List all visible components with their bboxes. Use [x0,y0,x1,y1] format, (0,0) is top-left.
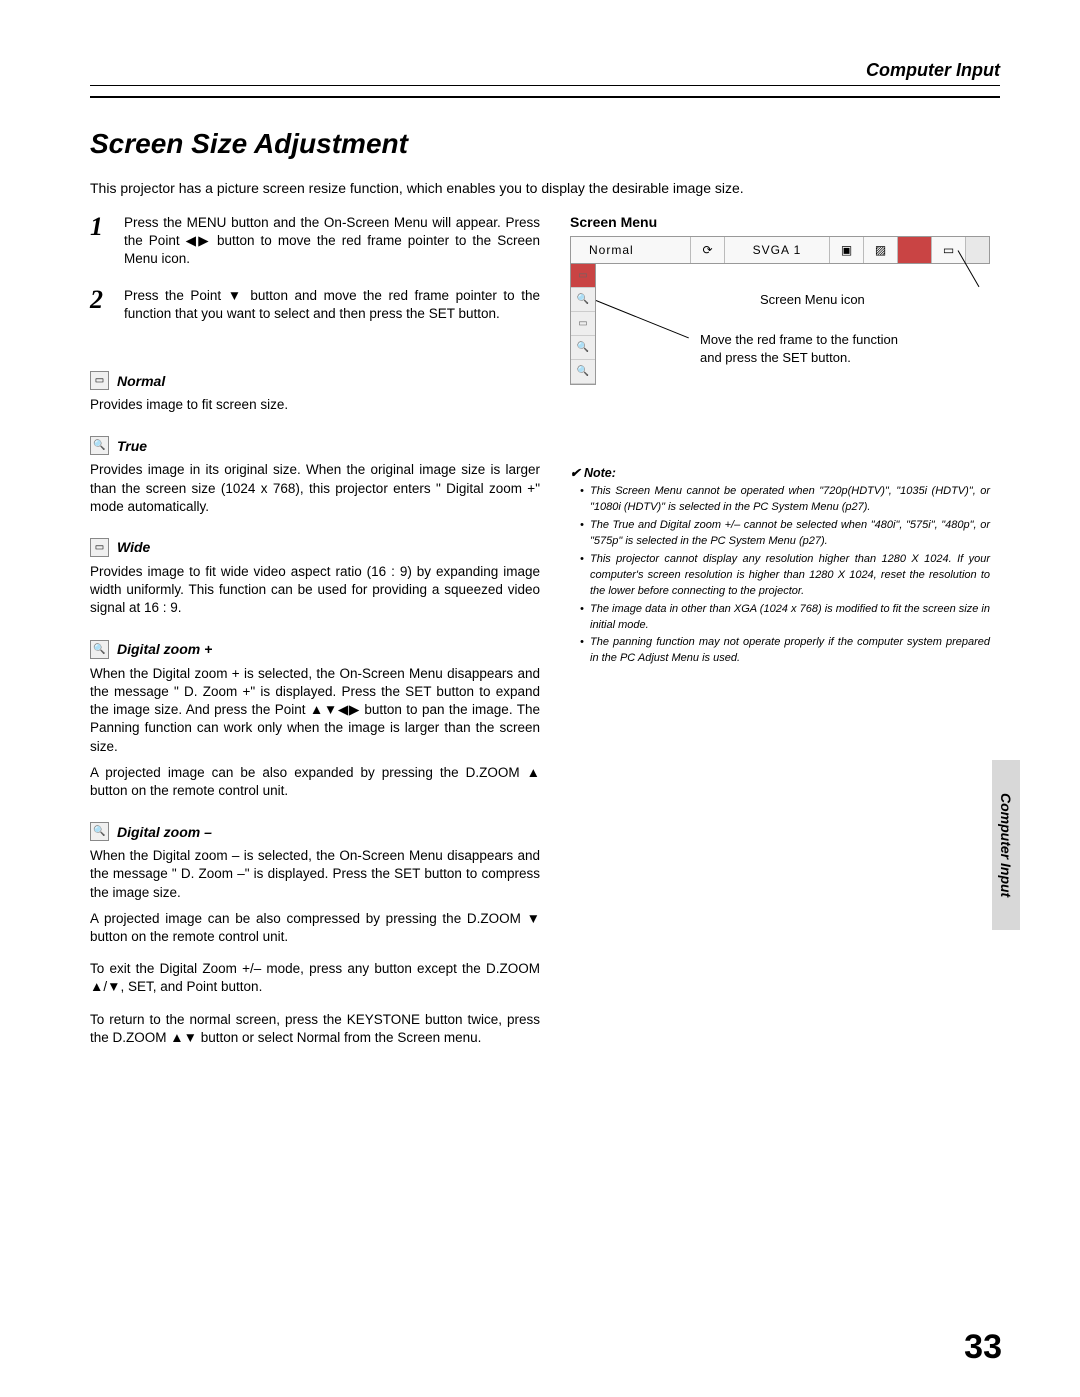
menu-svga: SVGA 1 [725,237,830,263]
normal-icon: ▭ [90,371,109,390]
zoom-plus-icon: 🔍 [90,640,109,659]
note-item: This projector cannot display any resolu… [580,552,990,600]
option-paragraph: To return to the normal screen, press th… [90,1011,540,1047]
annot-text: Move the red frame to the function and p… [700,331,900,366]
rule-top [90,85,1000,86]
option-normal: ▭ Normal Provides image to fit screen si… [90,371,540,414]
note-block: Note: This Screen Menu cannot be operate… [570,465,990,667]
screen-menu-title: Screen Menu [570,214,990,230]
sidebar-icon: ▭ [571,264,595,288]
screen-menu-box: Normal ⟳ SVGA 1 ▣ ▨ ▭ ▭ 🔍 ▭ 🔍 🔍 Screen M… [570,236,990,385]
option-body: Provides image to fit screen size. [90,396,540,414]
step-text: Press the MENU button and the On-Screen … [124,214,540,269]
option-zoom-minus: 🔍 Digital zoom – When the Digital zoom –… [90,822,540,1047]
option-title: Digital zoom – [117,824,212,840]
wide-icon: ▭ [90,538,109,557]
sidebar-icon: 🔍 [571,360,595,384]
rule-mid [90,96,1000,98]
option-paragraph: A projected image can be also compressed… [90,910,540,946]
option-title: True [117,438,147,454]
zoom-minus-icon: 🔍 [90,822,109,841]
option-body: Provides image in its original size. Whe… [90,461,540,516]
annot-text: Screen Menu icon [760,291,865,309]
step-text: Press the Point ▼ button and move the re… [124,287,540,323]
menu-sidebar: ▭ 🔍 ▭ 🔍 🔍 [570,264,596,385]
note-item: This Screen Menu cannot be operated when… [580,484,990,516]
sidebar-icon: 🔍 [571,288,595,312]
page-number: 33 [964,1328,1002,1367]
note-item: The True and Digital zoom +/– cannot be … [580,518,990,550]
side-tab-label: Computer Input [998,793,1014,897]
section-header: Computer Input [90,60,1000,81]
step-number: 2 [90,287,110,323]
true-icon: 🔍 [90,436,109,455]
step-row: 1 Press the MENU button and the On-Scree… [90,214,540,269]
option-paragraph: When the Digital zoom + is selected, the… [90,665,540,756]
note-item: The panning function may not operate pro… [580,635,990,667]
option-body: When the Digital zoom – is selected, the… [90,847,540,1047]
left-column: 1 Press the MENU button and the On-Scree… [90,214,540,1069]
menu-icon-cell-active [898,237,932,263]
menu-bar: Normal ⟳ SVGA 1 ▣ ▨ ▭ [570,236,990,264]
menu-icon-cell: ⟳ [691,237,725,263]
step-number: 1 [90,214,110,269]
menu-icon-cell: ▣ [830,237,864,263]
right-column: Screen Menu Normal ⟳ SVGA 1 ▣ ▨ ▭ ▭ 🔍 ▭ … [570,214,990,1069]
intro-text: This projector has a picture screen resi… [90,180,1000,196]
menu-icon-cell: ▭ [932,237,966,263]
menu-icon-cell: ▨ [864,237,898,263]
step-row: 2 Press the Point ▼ button and move the … [90,287,540,323]
sidebar-icon: 🔍 [571,336,595,360]
option-paragraph: When the Digital zoom – is selected, the… [90,847,540,902]
note-list: This Screen Menu cannot be operated when… [570,484,990,667]
option-zoom-plus: 🔍 Digital zoom + When the Digital zoom +… [90,640,540,801]
option-paragraph: To exit the Digital Zoom +/– mode, press… [90,960,540,996]
option-wide: ▭ Wide Provides image to fit wide video … [90,538,540,618]
option-body: When the Digital zoom + is selected, the… [90,665,540,801]
option-title: Digital zoom + [117,641,212,657]
page-title: Screen Size Adjustment [90,128,1000,160]
option-body: Provides image to fit wide video aspect … [90,563,540,618]
option-true: 🔍 True Provides image in its original si… [90,436,540,516]
option-paragraph: A projected image can be also expanded b… [90,764,540,800]
note-title: Note: [570,465,990,480]
note-item: The image data in other than XGA (1024 x… [580,602,990,634]
option-title: Wide [117,539,150,555]
side-tab: Computer Input [992,760,1020,930]
annot-line [596,300,689,338]
menu-label: Normal [571,237,691,263]
sidebar-icon: ▭ [571,312,595,336]
option-title: Normal [117,373,165,389]
